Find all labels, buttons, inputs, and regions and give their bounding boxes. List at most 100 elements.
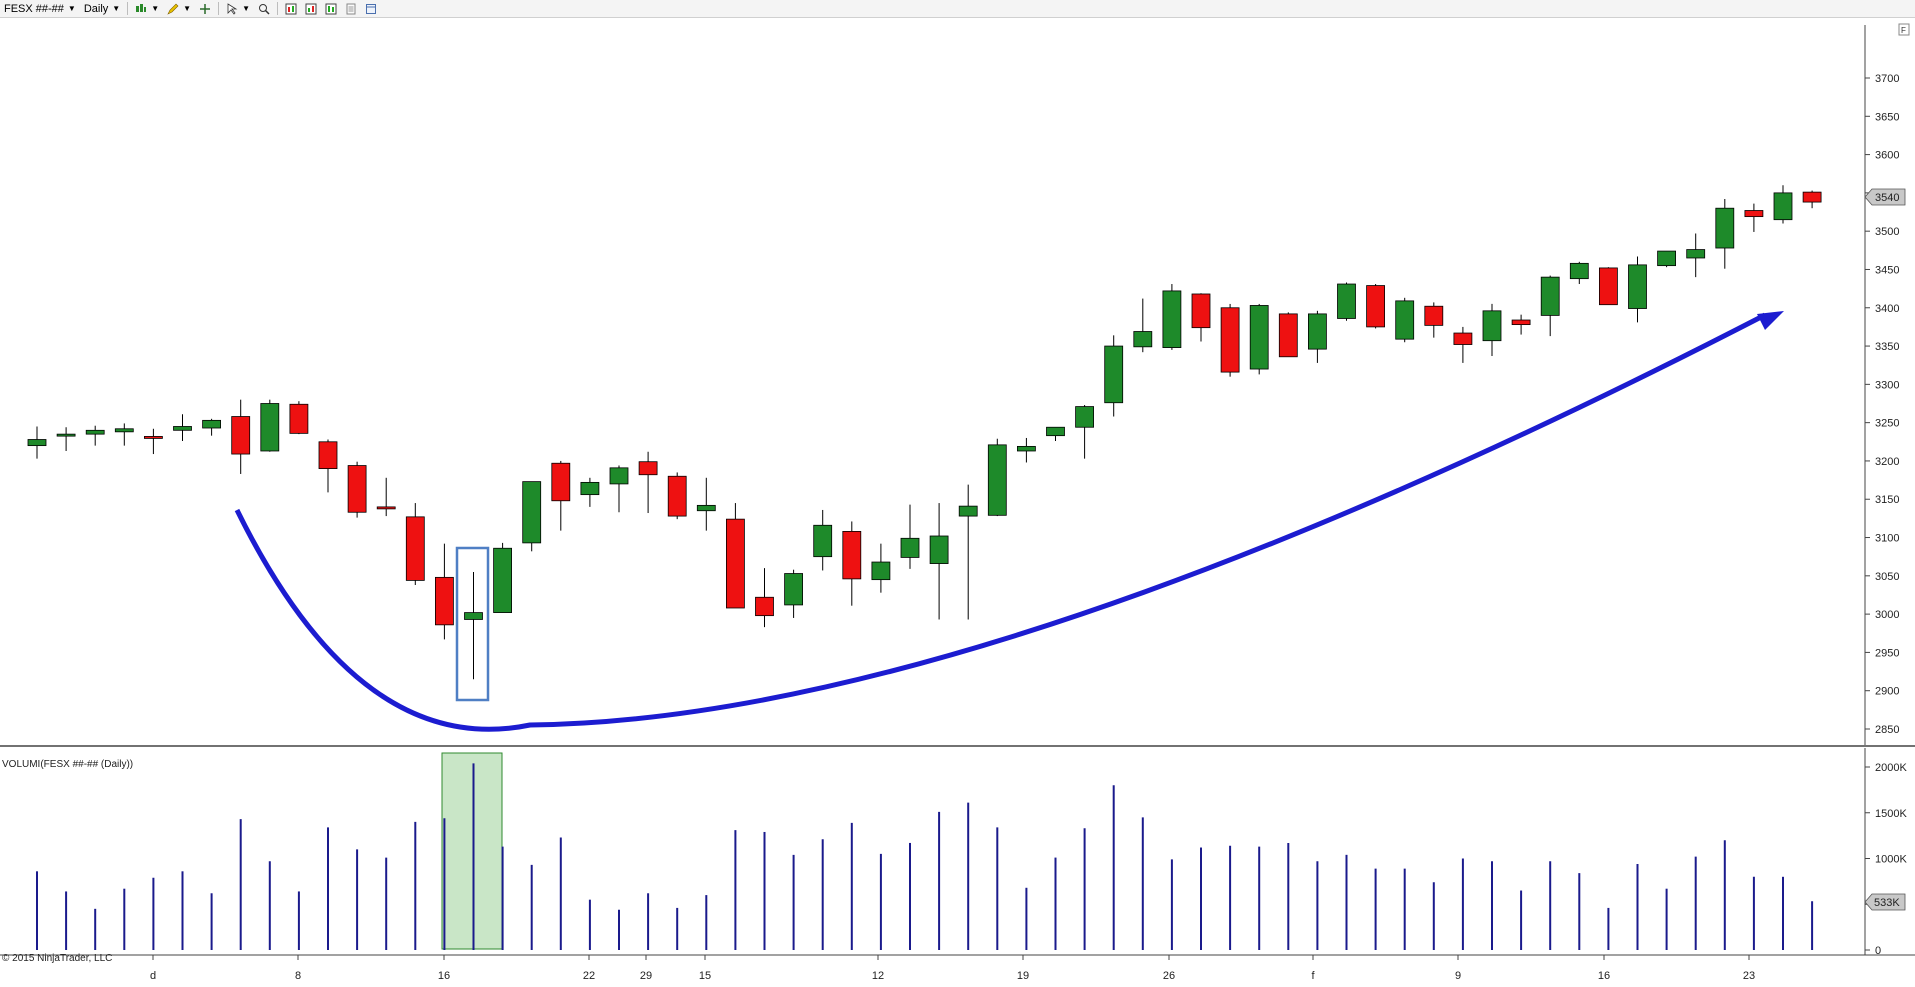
candle-body [231, 416, 251, 455]
toolbar-divider [218, 2, 220, 15]
price-tick-label: 3700 [1875, 73, 1899, 85]
volume-panel-title: VOLUMI(FESX ##-## (Daily)) [2, 759, 133, 770]
price-tick-label: 3100 [1875, 533, 1899, 545]
candle-body [958, 505, 978, 517]
candle-body [85, 429, 105, 435]
window-button[interactable] [361, 0, 381, 17]
window-icon [365, 3, 376, 14]
price-tick-label: 3350 [1875, 341, 1899, 353]
price-tick-label: 3450 [1875, 264, 1899, 276]
time-tick-label: 22 [583, 970, 595, 982]
data-box-button[interactable] [341, 0, 361, 17]
candle-body [1191, 293, 1211, 329]
chevron-down-icon: ▼ [242, 4, 250, 13]
candlestick-series [27, 185, 1822, 680]
candle-body [1482, 310, 1502, 342]
zoom-button[interactable] [254, 0, 274, 17]
pointer-button[interactable]: ▼ [222, 0, 254, 17]
candle-body [1686, 249, 1706, 259]
time-tick-label: 19 [1017, 970, 1029, 982]
volume-tick-label: 0 [1875, 945, 1881, 957]
last-volume-label: 533K [1874, 897, 1900, 909]
candle-body [347, 465, 367, 513]
draw-tool-button[interactable]: ▼ [163, 0, 195, 17]
period-selector[interactable]: Daily ▼ [80, 0, 124, 17]
price-tick-label: 3050 [1875, 571, 1899, 583]
pointer-select-icon [227, 2, 238, 15]
toolbar-divider [276, 2, 278, 15]
zoom-icon [258, 3, 270, 15]
candle-body [1715, 207, 1735, 249]
candle-body [1075, 406, 1094, 428]
corner-label: F [1901, 26, 1906, 35]
indicators-button[interactable] [301, 0, 321, 17]
candle-body [56, 433, 76, 437]
candle-body [1773, 192, 1793, 221]
price-tick-label: 2950 [1875, 647, 1899, 659]
time-tick-label: 29 [640, 970, 652, 982]
candle-body [551, 462, 571, 502]
candle-body [143, 436, 163, 439]
price-tick-label: 3500 [1875, 226, 1899, 238]
time-tick-label: 16 [1598, 970, 1610, 982]
time-tick-label: f [1311, 970, 1315, 982]
candle-body [1133, 331, 1153, 348]
price-tick-label: 3300 [1875, 379, 1899, 391]
candle-body [871, 561, 891, 581]
volume-tick-label: 1500K [1875, 808, 1907, 820]
time-tick-label: 8 [295, 970, 301, 982]
candle-body [987, 444, 1007, 516]
chart-properties-icon [285, 3, 297, 14]
period-label: Daily [83, 2, 109, 15]
candle-body [173, 426, 192, 431]
candle-body [1395, 300, 1415, 340]
time-tick-label: 16 [438, 970, 450, 982]
chart-properties-button[interactable] [281, 0, 301, 17]
candle-body [1308, 313, 1327, 350]
candle-body [1657, 250, 1676, 267]
crosshair-button[interactable] [195, 0, 215, 17]
candle-body [464, 612, 483, 620]
candle-body [1802, 191, 1822, 203]
price-tick-label: 3200 [1875, 456, 1899, 468]
candle-body [434, 576, 454, 626]
arrow-head [1757, 311, 1784, 330]
candle-body [1104, 345, 1124, 404]
strategies-button[interactable] [321, 0, 341, 17]
price-tick-label: 3400 [1875, 303, 1899, 315]
volume-tick-label: 1000K [1875, 854, 1907, 866]
indicators-icon [305, 3, 317, 14]
highlight-candle-box [455, 546, 490, 702]
chart-toolbar: FESX ##-## ▼ Daily ▼ ▼ ▼ ▼ [0, 0, 1915, 18]
time-tick-label: 12 [872, 970, 884, 982]
candle-body [1569, 262, 1589, 280]
last-price-label: 3540 [1875, 192, 1899, 204]
time-tick-label: 23 [1743, 970, 1755, 982]
volume-series [36, 763, 1814, 950]
price-tick-label: 3600 [1875, 150, 1899, 162]
price-tick-label: 3000 [1875, 609, 1899, 621]
candle-body [27, 439, 47, 447]
data-box-icon [346, 3, 356, 14]
candle-body [842, 531, 862, 580]
price-tick-label: 3650 [1875, 111, 1899, 123]
volume-highlight-box [441, 752, 503, 950]
candle-body [1046, 426, 1065, 437]
panel-corner-button[interactable]: F [1898, 23, 1910, 36]
candle-body [1511, 319, 1531, 326]
chevron-down-icon: ▼ [151, 4, 160, 13]
candle-body [260, 403, 280, 452]
pencil-draw-icon [167, 3, 179, 15]
candle-body [289, 403, 309, 434]
last-volume-marker: 533K [1864, 893, 1906, 911]
bar-type-button[interactable]: ▼ [131, 0, 163, 17]
candle-body [638, 461, 658, 476]
candle-body [376, 506, 396, 510]
candle-body [755, 596, 774, 617]
candle-body [696, 504, 716, 512]
reversal-curve-arrow [234, 312, 1767, 732]
candle-body [1249, 305, 1269, 370]
instrument-selector[interactable]: FESX ##-## ▼ [0, 0, 80, 17]
candle-body [1220, 307, 1240, 373]
